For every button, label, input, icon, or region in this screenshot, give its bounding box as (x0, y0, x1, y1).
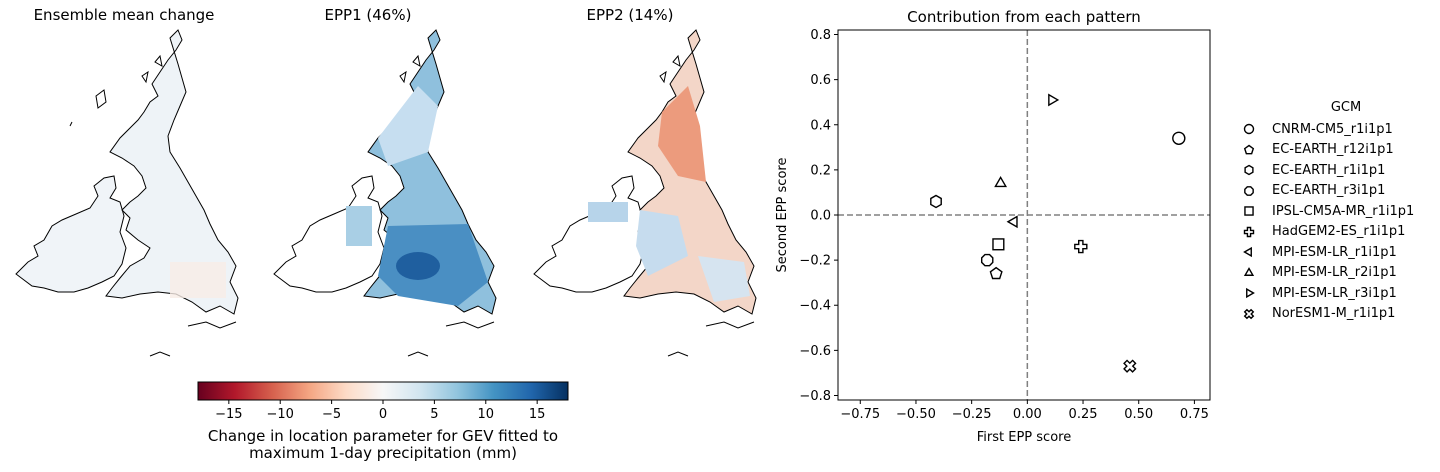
legend-marker-shape (1244, 206, 1254, 217)
legend-marker (1243, 308, 1255, 320)
legend-label: HadGEM2-ES_r1i1p1 (1272, 224, 1406, 240)
y-tick-label: −0.4 (799, 299, 831, 314)
data-point (981, 253, 994, 267)
epp2-northeast-field (658, 86, 706, 182)
legend-entry: EC-EARTH_r3i1p1 (1236, 181, 1436, 202)
y-tick-label: −0.2 (799, 254, 831, 269)
ireland-outline (15, 175, 127, 293)
y-tick-label: 0.4 (810, 118, 831, 133)
legend-entry: NorESM1-M_r1i1p1 (1236, 304, 1436, 325)
x-tick-label: 0.75 (1180, 407, 1209, 422)
legend-label: MPI-ESM-LR_r1i1p1 (1272, 244, 1397, 260)
colorbar-label-line1: Change in location parameter for GEV fit… (207, 427, 559, 445)
colorbar-label-line2: maximum 1-day precipitation (mm) (249, 444, 517, 462)
legend-marker (1243, 226, 1255, 237)
legend-entry: EC-EARTH_r12i1p1 (1236, 140, 1436, 161)
data-point (989, 266, 1003, 280)
legend-marker (1243, 266, 1255, 276)
chart-title: Contribution from each pattern (907, 8, 1141, 26)
legend-entry: IPSL-CM5A-MR_r1i1p1 (1236, 201, 1436, 222)
legend: GCM CNRM-CM5_r1i1p1 EC-EARTH_r12i1p1 EC-EA… (1236, 100, 1436, 324)
data-point (1123, 359, 1137, 373)
y-tick-label: 0.8 (810, 28, 831, 43)
legend-marker-shape (1243, 124, 1255, 135)
x-tick-label: −0.50 (896, 407, 936, 422)
legend-label: CNRM-CM5_r1i1p1 (1272, 121, 1393, 137)
legend-marker (1243, 247, 1252, 258)
legend-title: GCM (1330, 100, 1362, 115)
legend-label: MPI-ESM-LR_r2i1p1 (1272, 265, 1397, 281)
map-epp2 (533, 29, 757, 357)
data-points (930, 93, 1186, 373)
legend-entries: CNRM-CM5_r1i1p1 EC-EARTH_r12i1p1 EC-EARTH_… (1236, 119, 1436, 324)
legend-entry: MPI-ESM-LR_r2i1p1 (1236, 263, 1436, 284)
y-tick-label: −0.6 (799, 344, 831, 359)
legend-marker-shape (1246, 288, 1255, 299)
legend-entry: CNRM-CM5_r1i1p1 (1236, 119, 1436, 140)
map-title-epp2: EPP2 (14%) (586, 6, 674, 24)
legend-label: EC-EARTH_r1i1p1 (1272, 162, 1386, 178)
data-point (1006, 215, 1018, 229)
y-tick-label: 0.6 (810, 73, 831, 88)
x-tick-label: −0.75 (840, 407, 880, 422)
x-axis-label: First EPP score (977, 430, 1071, 445)
colorbar-label: Change in location parameter for GEV fit… (150, 428, 616, 462)
x-tick-label: 0.00 (1013, 407, 1042, 422)
epp1-north-field (378, 86, 438, 166)
map-title-epp1: EPP1 (46%) (324, 6, 412, 24)
legend-marker (1246, 288, 1255, 299)
islands (69, 54, 237, 357)
y-axis-label: Second EPP score (775, 158, 790, 273)
data-point (930, 194, 942, 209)
ireland-outline (273, 175, 385, 293)
legend-marker (1243, 144, 1255, 155)
legend-marker (1244, 206, 1254, 217)
legend-entry: MPI-ESM-LR_r1i1p1 (1236, 242, 1436, 263)
x-axis: −0.75 −0.50 −0.25 0.00 0.25 0.50 0.75 (840, 400, 1209, 422)
map-epp1 (273, 29, 497, 357)
legend-label: EC-EARTH_r12i1p1 (1272, 142, 1394, 158)
legend-marker (1244, 164, 1254, 176)
legend-entry: HadGEM2-ES_r1i1p1 (1236, 222, 1436, 243)
great-britain-outline (105, 29, 239, 315)
data-point (1172, 131, 1186, 145)
y-axis: −0.8 −0.6 −0.4 −0.2 0.0 0.2 0.4 0.6 0.8 (799, 28, 838, 404)
x-tick-label: 0.25 (1069, 407, 1098, 422)
map-ensemble-mean (15, 29, 239, 357)
legend-marker (1243, 124, 1255, 135)
legend-entry: MPI-ESM-LR_r3i1p1 (1236, 283, 1436, 304)
islands (399, 54, 495, 357)
epp2-south-field (698, 256, 750, 302)
y-tick-label: −0.8 (799, 389, 831, 404)
data-point (1074, 239, 1088, 254)
x-tick-label: 0.50 (1124, 407, 1153, 422)
map-title-ensemble: Ensemble mean change (33, 6, 215, 24)
legend-marker-shape (1244, 164, 1254, 176)
legend-label: EC-EARTH_r3i1p1 (1272, 183, 1386, 199)
data-point (992, 238, 1005, 251)
reference-lines (838, 30, 1210, 400)
legend-marker-shape (1244, 185, 1254, 196)
legend-label: NorESM1-M_r1i1p1 (1272, 306, 1396, 322)
legend-marker-shape (1243, 247, 1252, 258)
y-tick-label: 0.2 (810, 163, 831, 178)
legend-marker-shape (1243, 308, 1255, 320)
legend-entry: EC-EARTH_r1i1p1 (1236, 160, 1436, 181)
y-tick-label: 0.0 (810, 209, 831, 224)
islands (659, 54, 755, 357)
legend-label: IPSL-CM5A-MR_r1i1p1 (1272, 203, 1415, 219)
ensemble-warm-patch (170, 262, 226, 298)
data-point (1048, 93, 1060, 107)
legend-marker (1244, 185, 1254, 196)
x-tick-label: −0.25 (952, 407, 992, 422)
data-point (994, 176, 1008, 188)
legend-marker-shape (1243, 144, 1255, 155)
epp2-west-field (636, 210, 688, 276)
legend-label: MPI-ESM-LR_r3i1p1 (1272, 285, 1397, 301)
legend-marker-shape (1243, 226, 1255, 237)
ireland-outline (533, 175, 645, 293)
epp1-maximum (396, 252, 440, 280)
legend-marker-shape (1243, 266, 1255, 276)
